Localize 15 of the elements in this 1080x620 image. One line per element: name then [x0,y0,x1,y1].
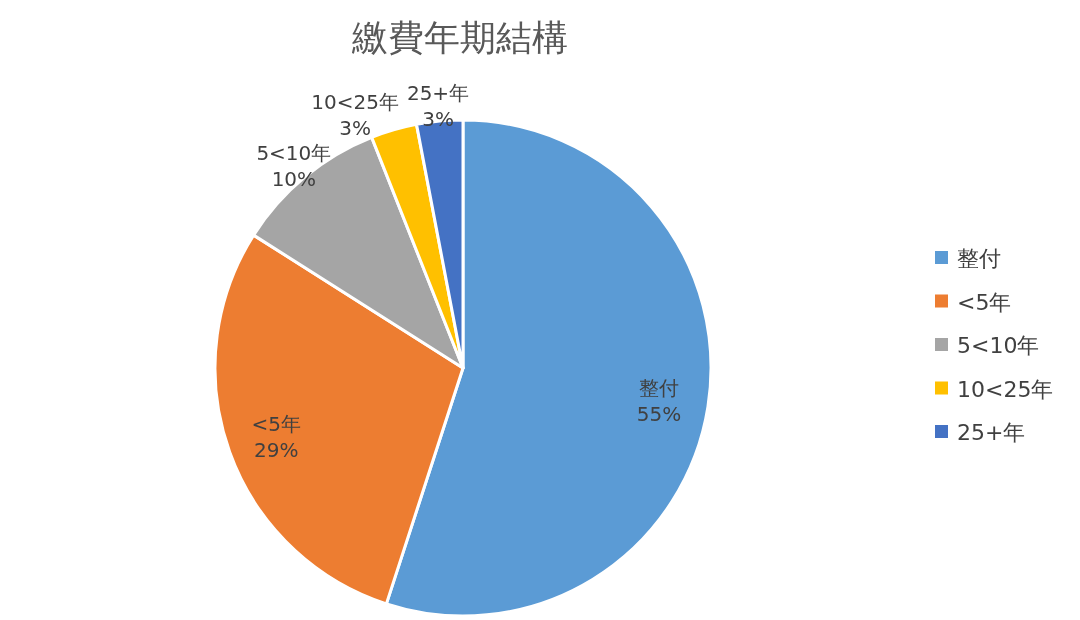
slice-label: 5<10年 [256,140,332,165]
legend-label: <5年 [957,289,1012,315]
slice-label: <5年 [251,412,302,437]
slice-label: 25+年 [406,80,470,105]
chart-title: 繳費年期結構 [351,17,568,58]
legend-label: 整付 [957,246,1001,271]
data-label: 3% [339,116,371,141]
data-label: 55% [636,402,682,427]
slice-label: 10<25年 [311,90,399,115]
legend-label: 10<25年 [957,376,1054,402]
data-label: 29% [254,438,299,463]
slice-label: 整付 [638,376,679,401]
data-label: 10% [271,166,317,191]
legend-label: 5<10年 [957,333,1040,358]
legend-label: 25+年 [957,420,1026,445]
